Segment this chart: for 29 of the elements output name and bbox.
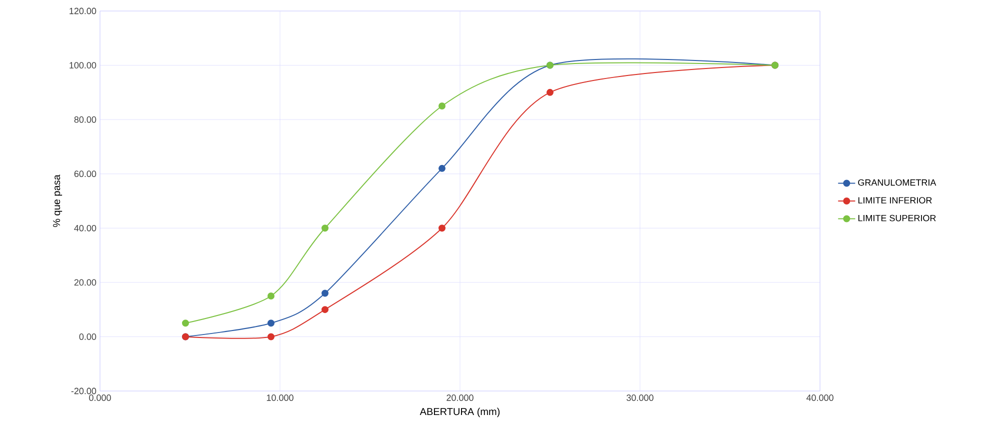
y-tick-label: 20.00 — [74, 279, 96, 286]
point — [322, 290, 329, 297]
x-axis-title: ABERTURA (mm) — [420, 408, 500, 418]
y-tick-label: 40.00 — [74, 224, 96, 232]
point — [438, 224, 446, 232]
point — [322, 224, 329, 232]
y-tick-label: 120.00 — [70, 8, 96, 14]
x-tick-label: 20.000 — [446, 394, 474, 401]
point — [438, 102, 446, 110]
x-tick-label: 0.000 — [89, 394, 111, 401]
point — [268, 333, 274, 340]
point — [546, 88, 554, 96]
y-axis-title: % que pasa — [53, 174, 62, 228]
point — [268, 292, 274, 300]
x-tick-label: 40.000 — [806, 394, 834, 401]
y-tick-label: 80.00 — [74, 116, 96, 123]
point — [182, 320, 189, 327]
y-tick-label: -20.00 — [71, 388, 96, 394]
y-tick-label: 100.00 — [70, 62, 96, 68]
legend-label: GRANULOMETRIA — [858, 179, 936, 186]
point — [438, 164, 446, 172]
y-tick-label: 0.00 — [79, 334, 96, 340]
legend-label: LIMITE SUPERIOR — [858, 214, 936, 222]
x-tick-label: 30.000 — [626, 394, 654, 401]
y-tick-label: 60.00 — [74, 170, 96, 178]
legend-label: LIMITE INFERIOR — [858, 197, 932, 204]
point — [322, 306, 329, 314]
x-tick-label: 10.000 — [266, 394, 294, 401]
point — [268, 320, 274, 327]
